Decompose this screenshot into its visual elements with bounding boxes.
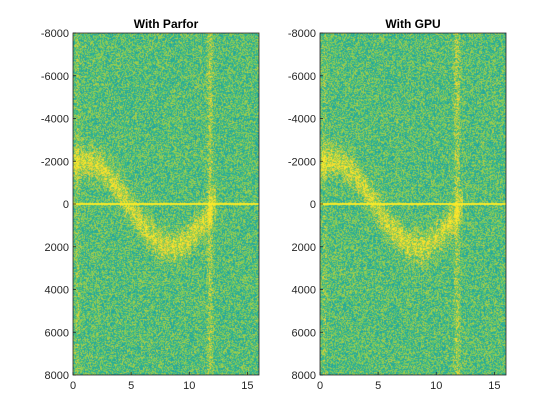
- y-tick-label: 6000: [45, 327, 69, 339]
- y-tick-label: 0: [310, 199, 316, 211]
- subplot-right-title: With GPU: [385, 17, 440, 31]
- y-tick-label: -4000: [288, 114, 316, 126]
- subplot-left-title: With Parfor: [134, 17, 199, 31]
- x-tick-label: 10: [183, 380, 195, 392]
- tick-group-left: 0 5 10 15 -8000 -6000 -4000 -2000 0 2000 4000 6000 8…: [41, 28, 254, 392]
- spectrogram-image-right: [320, 33, 506, 375]
- subplot-left: With Parfor 0 5 10 15 -8000 -6000 -4000 -2000 0 2…: [41, 17, 260, 392]
- y-tick-label: 8000: [292, 370, 316, 382]
- tick-group-right: 0 5 10 15 -8000 -6000 -4000 -2000 0 2000 4000 6000 8…: [288, 28, 501, 392]
- x-tick-label: 0: [70, 380, 76, 392]
- subplot-right: With GPU 0 5 10 15 -8000 -6000 -4000 -2000 0 2000…: [288, 17, 507, 392]
- spectrogram-image-left: [73, 33, 259, 375]
- x-tick-label: 0: [317, 380, 323, 392]
- y-tick-label: 0: [63, 199, 69, 211]
- y-tick-label: 4000: [45, 285, 69, 297]
- y-tick-label: 6000: [292, 327, 316, 339]
- y-tick-label: -4000: [41, 114, 69, 126]
- y-tick-label: -8000: [41, 28, 69, 40]
- y-tick-label: 4000: [292, 285, 316, 297]
- y-tick-label: -6000: [41, 71, 69, 83]
- x-tick-label: 15: [488, 380, 500, 392]
- y-tick-label: -2000: [41, 156, 69, 168]
- x-tick-label: 10: [430, 380, 442, 392]
- x-tick-label: 5: [128, 380, 134, 392]
- x-tick-label: 15: [241, 380, 253, 392]
- y-tick-label: -8000: [288, 28, 316, 40]
- x-tick-label: 5: [375, 380, 381, 392]
- y-tick-label: 2000: [292, 242, 316, 254]
- y-tick-label: 8000: [45, 370, 69, 382]
- y-tick-label: 2000: [45, 242, 69, 254]
- y-tick-label: -6000: [288, 71, 316, 83]
- y-tick-label: -2000: [288, 156, 316, 168]
